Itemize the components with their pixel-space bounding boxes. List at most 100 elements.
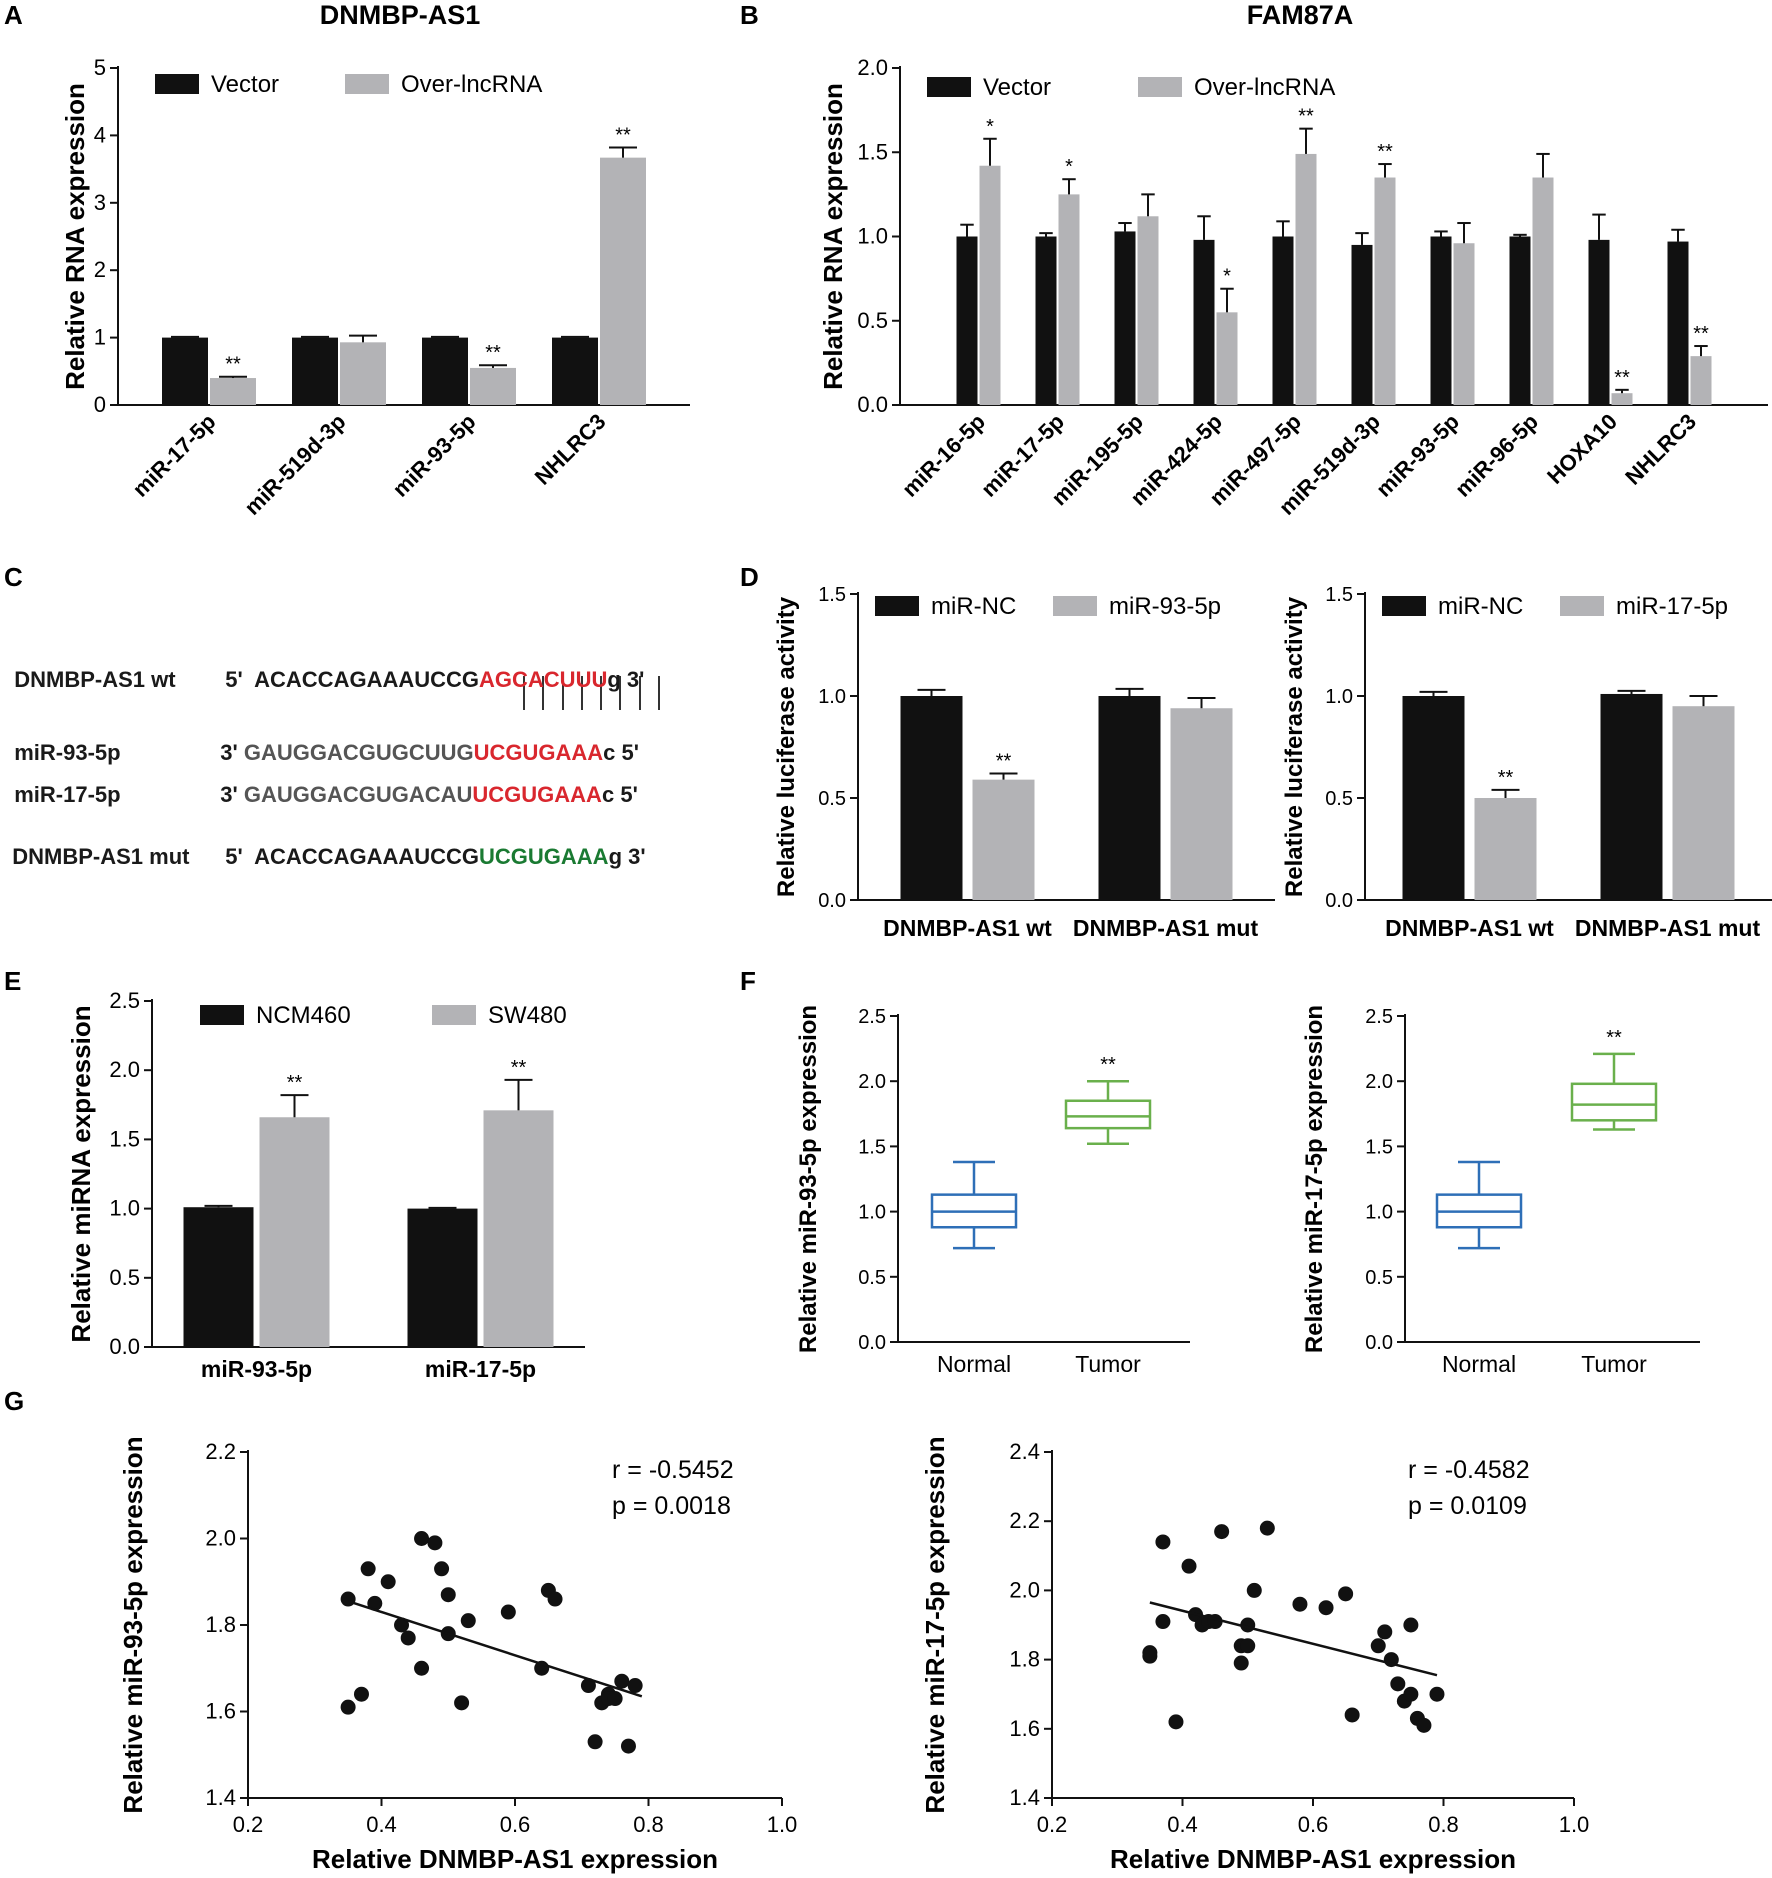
prime-label: 3' (220, 740, 238, 765)
bar-control (956, 236, 978, 405)
legend-label: miR-17-5p (1616, 593, 1728, 620)
y-tick-label: 1.0 (109, 1196, 140, 1221)
panel-letter-b: B (740, 0, 759, 30)
legend-label: Over-lncRNA (1194, 74, 1335, 101)
y-tick-label: 1.5 (1365, 1136, 1393, 1158)
bar-treatment (1374, 177, 1396, 405)
scatter-point (1142, 1645, 1158, 1661)
seq-label-mut: DNMBP-AS1 mut (12, 844, 190, 869)
x-tick-label: Normal (1442, 1351, 1516, 1377)
prime-label: 5' (225, 844, 243, 869)
x-tick-label: miR-16-5p (897, 409, 990, 502)
bar-treatment (979, 165, 1001, 405)
panel-letter-c: C (4, 562, 23, 592)
significance-label: ** (1100, 1054, 1116, 1076)
y-tick-label: 2 (94, 257, 106, 282)
seq-tail: c (601, 782, 615, 807)
x-tick-label: 0.4 (1167, 1812, 1198, 1837)
y-tick-label: 1.4 (1009, 1785, 1040, 1810)
y-tick-label: 1.6 (1009, 1716, 1040, 1741)
correlation-p: p = 0.0109 (1408, 1492, 1527, 1520)
bar-control (292, 337, 338, 405)
scatter-point (1155, 1614, 1171, 1630)
seq-mir93: 3' GAUGGACGUGCUUGUCGUGAAAc 5' (208, 720, 639, 764)
bar-control (1430, 236, 1452, 405)
scatter-point (614, 1673, 630, 1689)
scatter-point (500, 1604, 516, 1620)
regression-line (1149, 1601, 1438, 1677)
x-tick-label: miR-96-5p (1450, 409, 1543, 502)
scatter-point (607, 1691, 623, 1707)
y-axis-label: Relative luciferase activity (773, 596, 800, 897)
seq-tail: g (607, 667, 621, 692)
significance-label: * (1223, 266, 1231, 288)
scatter-point (1403, 1686, 1419, 1702)
bar-treatment (210, 378, 256, 405)
legend-swatch (927, 77, 971, 97)
bar-control (900, 696, 963, 900)
x-tick-label: 0.2 (1037, 1812, 1068, 1837)
scatter-point (1344, 1707, 1360, 1723)
y-tick-label: 1.8 (205, 1612, 236, 1637)
y-tick-label: 1.6 (205, 1699, 236, 1724)
x-tick-label: 1.0 (767, 1812, 798, 1837)
prime-label: 5' (621, 740, 640, 765)
scatter-point (360, 1561, 376, 1577)
bar-treatment (1137, 216, 1159, 405)
significance-label: ** (1298, 106, 1314, 128)
x-tick-label: Normal (937, 1351, 1011, 1377)
scatter-point (1292, 1596, 1308, 1612)
scatter-point (1168, 1714, 1184, 1730)
y-tick-label: 3 (94, 190, 106, 215)
scatter-point (1214, 1524, 1230, 1540)
seq-plain: GAUGGACGUGCUUG (243, 740, 474, 765)
y-tick-label: 1.5 (1325, 584, 1353, 606)
legend-label: miR-NC (1438, 593, 1523, 620)
correlation-r: r = -0.4582 (1408, 1456, 1530, 1484)
y-tick-label: 2.2 (1009, 1508, 1040, 1533)
bar-treatment (483, 1110, 554, 1347)
seq-binding-site: UCGUGAAA (472, 782, 602, 807)
y-tick-label: 2.0 (857, 55, 888, 80)
bar-control (1035, 236, 1057, 405)
scatter-point (353, 1686, 369, 1702)
chart-g1: 1.4 1.6 1.8 2.0 2.2 Relative miR-93-5p expres… (118, 1436, 797, 1874)
legend-label: SW480 (488, 1002, 567, 1029)
seq-plain: ACACCAGAAAUCCG (254, 667, 480, 692)
bar-treatment (1058, 194, 1080, 405)
x-tick-label: 0.6 (1298, 1812, 1329, 1837)
y-tick-label: 2.0 (109, 1057, 140, 1082)
chart-f2: 0.0 0.5 1.0 1.5 2.0 2.5 Relative miR-17-5p exp… (1301, 1005, 1700, 1377)
box-iqr (1570, 1082, 1658, 1122)
y-tick-label: 1.4 (205, 1785, 236, 1810)
bar-control (1588, 239, 1610, 405)
legend-swatch (1382, 596, 1426, 616)
regression-line (347, 1600, 643, 1698)
chart-d1: 0.0 0.5 1.0 1.5 Relative luciferase activity… (773, 584, 1275, 941)
x-axis-label: Relative DNMBP-AS1 expression (1110, 1844, 1516, 1874)
y-axis-label: Relative miR-17-5p expression (920, 1436, 950, 1813)
y-tick-label: 2.2 (205, 1439, 236, 1464)
y-tick-label: 0.0 (818, 890, 846, 912)
significance-label: ** (1498, 767, 1514, 789)
y-tick-label: 0.5 (109, 1265, 140, 1290)
significance-label: * (1065, 156, 1073, 178)
chart-e: 0.0 0.5 1.0 1.5 2.0 2.5 Relative miRNA express… (66, 988, 585, 1382)
x-tick-label: HOXA10 (1542, 409, 1622, 489)
y-tick-label: 2.0 (858, 1071, 886, 1093)
panel-letter-d: D (740, 562, 759, 592)
scatter-point (454, 1695, 470, 1711)
seq-row-mir93: miR-93-5p (2, 720, 120, 764)
x-tick-label: miR-17-5p (128, 409, 221, 502)
correlation-p: p = 0.0018 (612, 1492, 731, 1520)
x-tick-label: DNMBP-AS1 mut (1073, 915, 1259, 941)
x-tick-label: miR-17-5p (425, 1356, 536, 1382)
y-tick-label: 2.4 (1009, 1439, 1040, 1464)
x-tick-label: miR-93-5p (201, 1356, 312, 1382)
scatter-point (1155, 1534, 1171, 1550)
scatter-point (340, 1699, 356, 1715)
scatter-point (440, 1587, 456, 1603)
bar-control (407, 1208, 478, 1347)
significance-label: ** (615, 125, 631, 147)
x-tick-label: Tumor (1075, 1351, 1141, 1377)
